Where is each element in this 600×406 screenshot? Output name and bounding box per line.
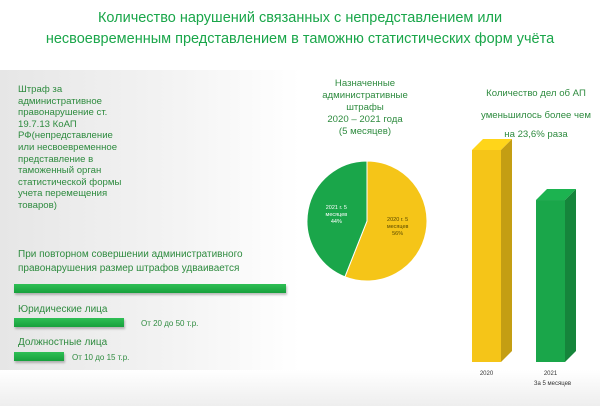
title-line-1: Количество нарушений связанных с непредс… xyxy=(97,10,503,26)
fine-description: Штраф за административное правонарушение… xyxy=(18,84,122,211)
repeat-offense-note: При повторном совершении административно… xyxy=(18,248,288,276)
pie-title-line-5: (5 месяцев) xyxy=(338,126,392,137)
repeat-offense-bar xyxy=(14,284,286,293)
pie-title-line-1: Назначенные xyxy=(334,78,396,89)
right-note-line-2: уменьшилось более чем xyxy=(481,110,591,121)
legal-entities-value: От 20 до 50 т.р. xyxy=(141,319,199,328)
bar-category-label-2020: 2020 xyxy=(480,371,494,377)
bar-category-sublabel-2021: За 5 месяцев xyxy=(534,381,571,387)
legal-entities-label: Юридические лица xyxy=(18,304,108,315)
bar-2020-front xyxy=(472,150,501,362)
officials-value: От 10 до 15 т.р. xyxy=(72,353,130,362)
pie-slice-1 xyxy=(344,160,428,282)
bar-2020-side xyxy=(501,139,512,362)
repeat-note-line-1: При повторном совершении административно… xyxy=(18,249,243,260)
right-note-line-3: на 23,6% раза xyxy=(504,129,568,140)
pie-title-line-3: штрафы xyxy=(346,102,384,113)
officials-label: Должностные лица xyxy=(18,337,108,348)
pie-slice-2 xyxy=(306,160,368,278)
pie-slice-label-2: 2021 г. 5 месяцев 44% xyxy=(326,205,348,225)
bar-2021-top xyxy=(536,189,576,201)
right-note-line-1: Количество дел об АП xyxy=(486,88,586,99)
bar-2021-side xyxy=(565,189,576,362)
page-title: Количество нарушений связанных с непредс… xyxy=(40,8,560,50)
repeat-note-line-2: правонарушения размер штрафов удваиваетс… xyxy=(18,263,240,274)
pie-title-line-2: административные xyxy=(322,90,408,101)
officials-bar xyxy=(14,352,64,361)
bar-2020-top xyxy=(472,139,512,150)
legal-entities-bar xyxy=(14,318,124,327)
left-panel-background xyxy=(0,70,300,406)
pie-slice-label-1: 2020 г. 5 месяцев 56% xyxy=(387,217,409,237)
pie-title-line-4: 2020 – 2021 года xyxy=(327,114,403,125)
bar-2021-front xyxy=(536,200,565,362)
floor-background xyxy=(0,370,600,406)
bar-category-label-2021: 2021 xyxy=(544,371,558,377)
title-line-2: несвоевременным представлением в таможню… xyxy=(45,31,555,47)
pie-chart-title: Назначенные административные штрафы 2020… xyxy=(300,78,430,138)
